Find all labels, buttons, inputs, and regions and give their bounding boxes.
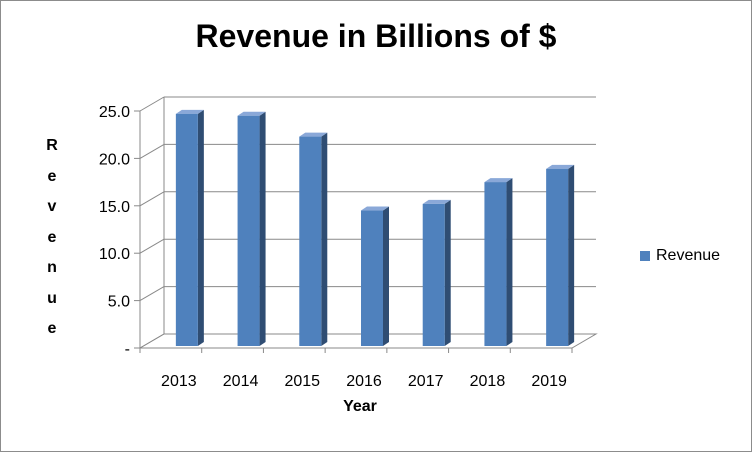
y-tick-label: 15.0: [99, 199, 130, 216]
bar: [484, 182, 507, 346]
bar-top: [175, 109, 204, 114]
gridline-diagonal: [139, 191, 165, 207]
bar-top: [361, 206, 389, 211]
gridline-diagonal: [139, 333, 165, 349]
y-tick-label: 20.0: [99, 151, 130, 168]
bar: [175, 113, 198, 347]
bar-side: [321, 132, 328, 346]
bar: [361, 210, 383, 346]
x-tick-label: 2015: [284, 373, 320, 390]
gridline-diagonal: [139, 143, 165, 159]
bar-side: [383, 206, 389, 346]
bar-top: [422, 199, 451, 204]
bar-side: [197, 109, 204, 347]
chart-title: Revenue in Billions of $: [195, 18, 557, 54]
bar: [422, 203, 445, 346]
x-axis-label: Year: [343, 398, 377, 415]
gridline-diagonal: [139, 238, 165, 254]
gridline-diagonal: [139, 286, 165, 302]
legend-swatch-revenue: [640, 251, 650, 261]
x-tick-label: 2013: [161, 373, 197, 390]
bar-side: [259, 111, 266, 347]
bar-side: [568, 164, 575, 346]
y-tick-label: 10.0: [99, 246, 130, 263]
bar-top: [299, 132, 328, 137]
x-tick-label: 2014: [223, 373, 259, 390]
y-axis-label-letter: n: [47, 259, 57, 276]
bar-top: [237, 111, 266, 116]
bar: [237, 115, 260, 347]
legend: Revenue: [640, 247, 720, 265]
gridline-diagonal: [139, 96, 165, 112]
y-axis-label-letter: v: [47, 198, 57, 215]
y-axis-label-letter: e: [47, 228, 57, 246]
x-tick-label: 2019: [531, 373, 567, 390]
bar-top: [484, 178, 513, 183]
bar: [546, 168, 569, 346]
bar: [299, 136, 322, 346]
y-axis-label-letter: e: [47, 167, 57, 185]
y-tick-label: -: [125, 341, 130, 358]
y-axis-label-letter: e: [47, 320, 57, 337]
x-tick-label: 2018: [470, 373, 506, 390]
legend-label-revenue: Revenue: [656, 247, 721, 264]
y-axis-label-letter: u: [47, 289, 57, 307]
bar-side: [444, 199, 451, 346]
x-tick-label: 2016: [346, 373, 382, 390]
bar-side: [506, 178, 513, 346]
y-tick-label: 25.0: [99, 104, 130, 121]
y-tick-label: 5.0: [108, 294, 130, 311]
bar-top: [546, 164, 575, 169]
y-axis-label-letter: R: [46, 137, 58, 154]
x-tick-label: 2017: [408, 373, 444, 390]
